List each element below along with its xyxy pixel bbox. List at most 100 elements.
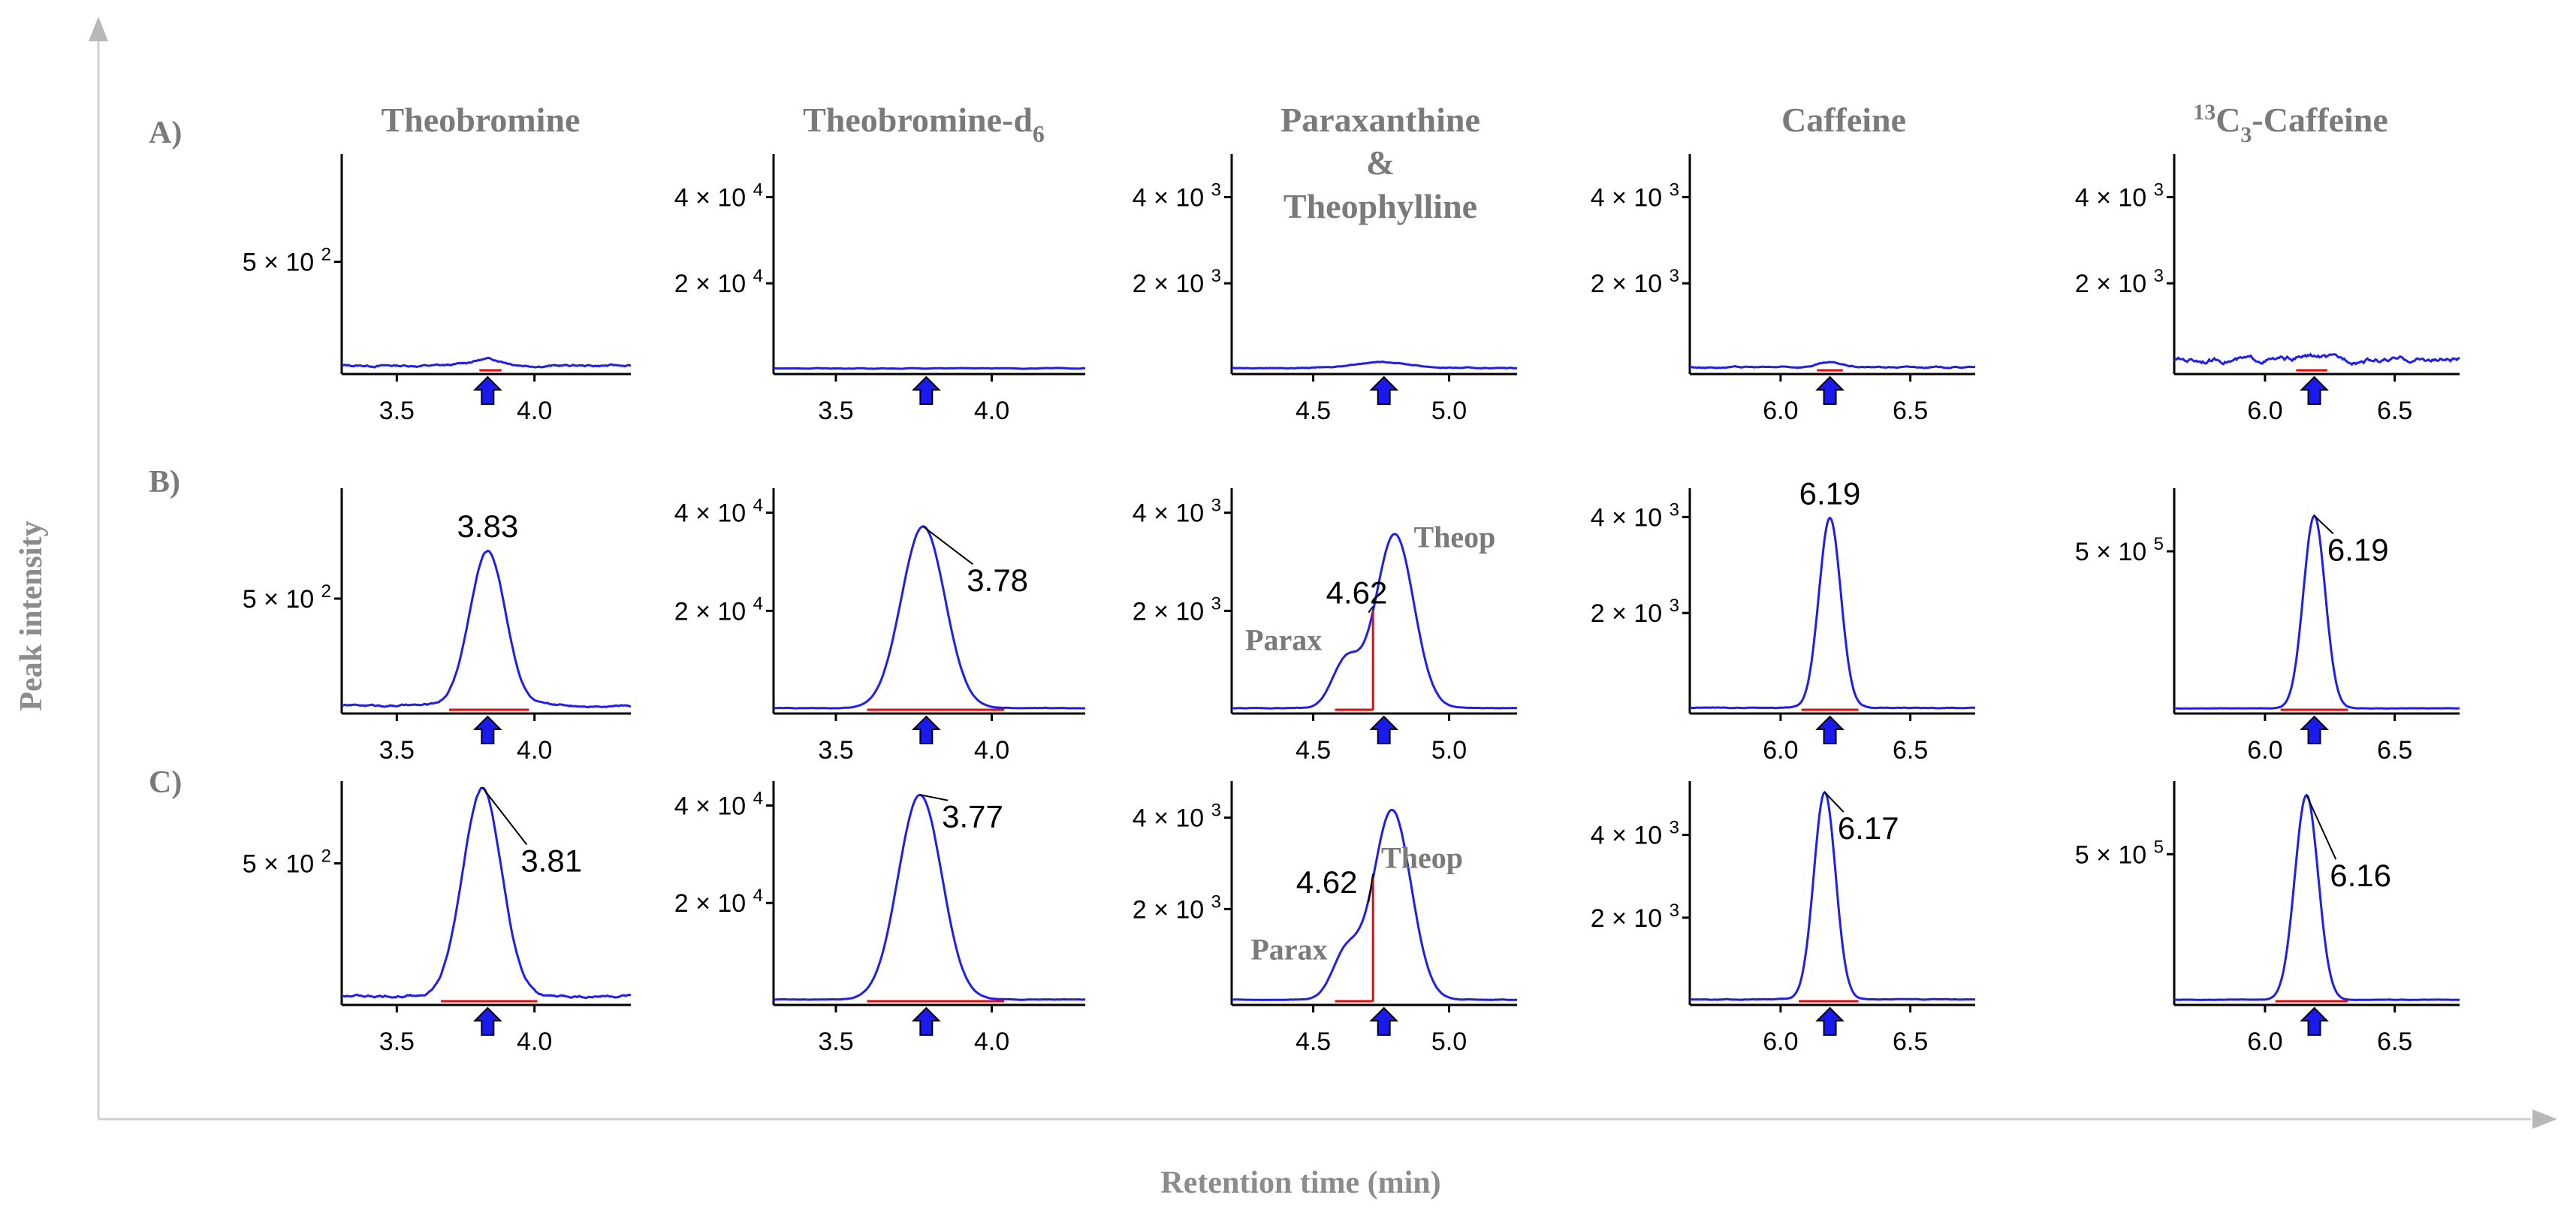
x-tick-label: 6.5 bbox=[1893, 1027, 1928, 1056]
y-tick-mantissa: 4 × 10 bbox=[1591, 503, 1670, 532]
retention-arrow-icon bbox=[1369, 715, 1399, 744]
y-tick-mantissa: 4 × 10 bbox=[1133, 804, 1211, 833]
panel-c-1: 5 × 10 2 3.5 4.0 3.81 bbox=[243, 781, 632, 1056]
retention-arrow-icon bbox=[472, 1006, 502, 1036]
y-tick-exponent: 3 bbox=[2154, 180, 2164, 200]
x-tick-label: 6.0 bbox=[1763, 736, 1798, 765]
y-tick-exponent: 3 bbox=[1211, 892, 1221, 912]
panel-a-2: 2 × 10 44 × 10 43.5 4.0 bbox=[674, 154, 1086, 425]
column-title-theophylline: Theophylline bbox=[1283, 187, 1477, 225]
y-tick-label: 4 × 10 4 bbox=[674, 496, 763, 528]
panel-b-2: 2 × 10 44 × 10 43.5 4.03.78 bbox=[674, 488, 1086, 765]
x-tick-label: 3.5 bbox=[379, 397, 415, 425]
y-tick-mantissa: 5 × 10 bbox=[2075, 840, 2154, 869]
peak-annotation: Theop bbox=[1381, 841, 1463, 875]
panel-a-3: 2 × 10 34 × 10 34.5 5.0 bbox=[1133, 154, 1518, 425]
y-tick-label: 4 × 10 3 bbox=[1133, 801, 1221, 833]
panel-b-5: 5 × 10 5 6.0 6.5 6.19 bbox=[2075, 488, 2460, 765]
retention-arrow-icon bbox=[472, 715, 502, 744]
column-title-theobromine-d6: Theobromine-d6 bbox=[803, 101, 1045, 147]
row-label-b: B) bbox=[149, 465, 180, 499]
frame-y-arrowhead bbox=[89, 17, 108, 41]
panel-c-4: 2 × 10 34 × 10 36.0 6.56.17 bbox=[1591, 781, 1976, 1056]
y-tick-label: 2 × 10 4 bbox=[674, 593, 763, 626]
x-tick-label: 4.0 bbox=[974, 736, 1009, 765]
y-tick-mantissa: 2 × 10 bbox=[1591, 904, 1670, 933]
peak-leader-line bbox=[481, 786, 528, 846]
retention-arrow-icon bbox=[1815, 715, 1845, 744]
signal-trace bbox=[1231, 533, 1518, 710]
peak-leader-line bbox=[1368, 874, 1374, 903]
y-tick-label: 2 × 10 3 bbox=[1133, 892, 1221, 924]
peak-label: 3.83 bbox=[457, 508, 518, 544]
y-tick-label: 4 × 10 3 bbox=[1591, 180, 1679, 212]
peak-leader-line bbox=[1823, 792, 1845, 813]
x-tick-label: 6.5 bbox=[1893, 736, 1928, 765]
y-tick-label: 2 × 10 3 bbox=[2075, 266, 2164, 298]
retention-arrow-icon bbox=[911, 1006, 941, 1036]
y-tick-exponent: 3 bbox=[1670, 596, 1679, 616]
y-tick-label: 2 × 10 3 bbox=[1591, 596, 1679, 628]
x-tick-label: 4.0 bbox=[974, 1027, 1009, 1056]
x-axis-title: Retention time (min) bbox=[1160, 1166, 1440, 1200]
y-tick-label: 4 × 10 3 bbox=[1591, 499, 1679, 532]
x-tick-label: 6.0 bbox=[2247, 1027, 2282, 1056]
signal-trace bbox=[1689, 790, 1976, 1001]
column-title-caffeine: Caffeine bbox=[1781, 101, 1906, 139]
peak-label: 6.19 bbox=[1799, 476, 1861, 511]
y-tick-exponent: 3 bbox=[1670, 180, 1679, 200]
y-tick-label: 5 × 10 2 bbox=[243, 581, 331, 614]
x-tick-label: 5.0 bbox=[1431, 397, 1467, 425]
y-tick-label: 4 × 10 3 bbox=[1133, 496, 1221, 528]
panel-b-1: 5 × 10 2 3.5 4.0 3.83 bbox=[243, 488, 632, 765]
y-tick-label: 5 × 10 2 bbox=[243, 245, 331, 277]
signal-trace bbox=[342, 357, 632, 369]
peak-label: 6.19 bbox=[2327, 533, 2389, 568]
y-tick-mantissa: 4 × 10 bbox=[1133, 499, 1211, 528]
y-tick-mantissa: 2 × 10 bbox=[674, 889, 753, 918]
y-tick-mantissa: 2 × 10 bbox=[2075, 270, 2154, 298]
retention-arrow-icon bbox=[1369, 376, 1399, 405]
y-tick-label: 2 × 10 3 bbox=[1591, 901, 1679, 933]
chromatogram-panels: 5 × 10 2 3.5 4.0 2 × 10 4 4 × 10 4 3.5 4.0 2 × … bbox=[243, 154, 2460, 1056]
y-tick-mantissa: 2 × 10 bbox=[1133, 895, 1211, 924]
peak-leader-line bbox=[922, 526, 973, 565]
y-tick-mantissa: 4 × 10 bbox=[1591, 183, 1670, 212]
y-tick-exponent: 2 bbox=[321, 245, 331, 265]
signal-trace bbox=[774, 793, 1085, 1001]
retention-arrow-icon bbox=[1369, 1006, 1399, 1036]
x-tick-label: 5.0 bbox=[1431, 736, 1467, 765]
y-tick-label: 2 × 10 3 bbox=[1591, 266, 1679, 298]
retention-arrow-icon bbox=[911, 376, 941, 405]
y-tick-label: 2 × 10 4 bbox=[674, 266, 763, 298]
y-tick-exponent: 3 bbox=[1211, 593, 1221, 614]
x-tick-label: 6.5 bbox=[1893, 397, 1928, 425]
column-title-13c3-sup: 13 bbox=[2193, 100, 2216, 125]
y-tick-mantissa: 4 × 10 bbox=[674, 499, 753, 528]
y-tick-exponent: 2 bbox=[321, 581, 331, 602]
peak-label: 6.17 bbox=[1838, 810, 1899, 846]
y-tick-mantissa: 5 × 10 bbox=[2075, 538, 2154, 566]
panel-a-4: 2 × 10 3 4 × 10 3 6.0 6.5 bbox=[1591, 154, 1976, 425]
x-tick-label: 6.0 bbox=[1763, 397, 1798, 425]
y-tick-mantissa: 5 × 10 bbox=[243, 249, 321, 277]
signal-trace bbox=[1232, 808, 1518, 1001]
peak-leader-line bbox=[1368, 605, 1374, 614]
x-tick-label: 6.0 bbox=[2247, 736, 2282, 765]
x-tick-label: 4.5 bbox=[1296, 736, 1331, 765]
signal-trace bbox=[1231, 360, 1518, 370]
column-title-13c3-main: C bbox=[2216, 101, 2240, 139]
peak-leader-line bbox=[2306, 795, 2337, 860]
retention-arrow-icon bbox=[2300, 1006, 2329, 1036]
x-tick-label: 6.0 bbox=[1763, 1027, 1798, 1056]
column-title-ampersand: & bbox=[1366, 143, 1395, 182]
y-tick-label: 4 × 10 3 bbox=[2075, 180, 2164, 212]
signal-trace bbox=[2174, 793, 2460, 1001]
x-tick-label: 4.0 bbox=[517, 397, 552, 425]
x-tick-label: 3.5 bbox=[818, 1027, 853, 1056]
x-tick-label: 4.0 bbox=[974, 397, 1009, 425]
y-tick-exponent: 3 bbox=[1670, 266, 1679, 286]
y-tick-mantissa: 4 × 10 bbox=[674, 183, 753, 212]
